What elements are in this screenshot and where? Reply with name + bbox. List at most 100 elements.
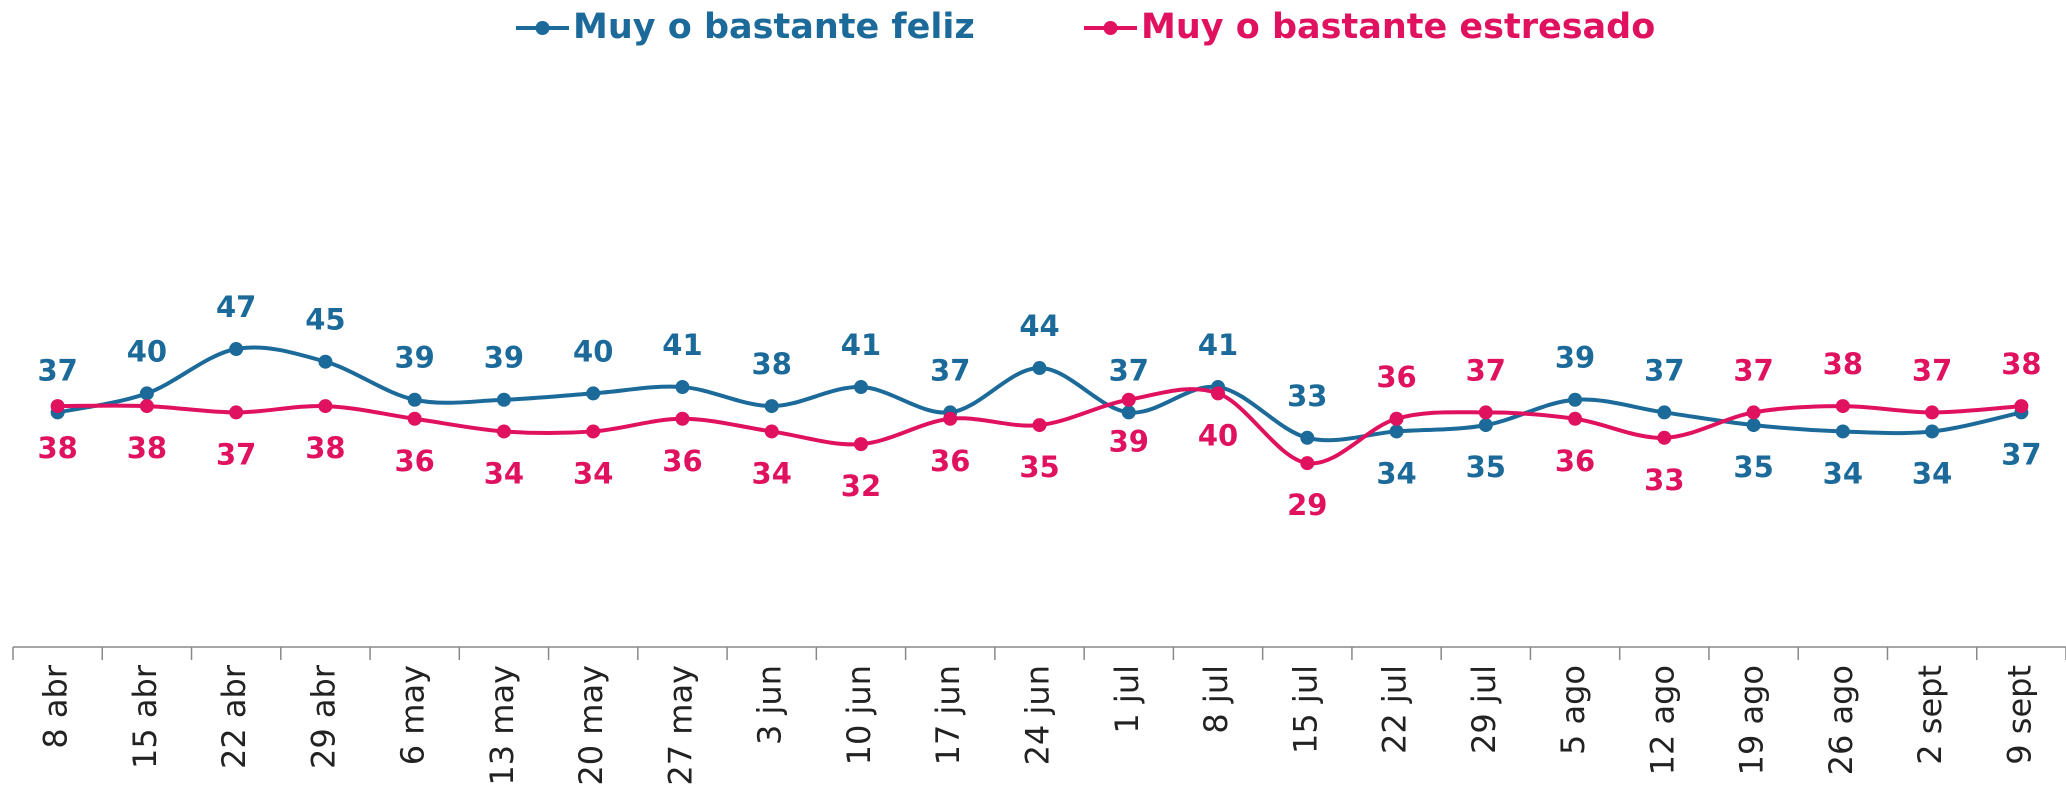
point	[1300, 456, 1315, 471]
point	[1032, 361, 1047, 376]
x-tick-label: 29 abr	[304, 664, 342, 769]
data-label: 34	[484, 456, 524, 490]
point	[1300, 430, 1315, 445]
data-label: 34	[1376, 456, 1416, 490]
point	[407, 392, 422, 407]
point	[1389, 411, 1404, 426]
point	[1568, 392, 1583, 407]
point	[229, 342, 244, 357]
data-label: 37	[1733, 353, 1773, 387]
x-tick-label: 22 jul	[1376, 665, 1414, 754]
point	[229, 405, 244, 420]
point	[1478, 405, 1493, 420]
x-tick-label: 26 ago	[1822, 665, 1860, 775]
point	[1121, 392, 1136, 407]
data-label: 36	[394, 444, 434, 478]
point	[2014, 399, 2029, 414]
x-tick-label: 17 jun	[929, 665, 967, 765]
data-label: 40	[127, 334, 167, 368]
data-label: 34	[573, 456, 613, 490]
point	[586, 386, 601, 401]
x-tick-label: 5 ago	[1554, 665, 1592, 755]
point	[586, 424, 601, 439]
point	[943, 411, 958, 426]
data-label: 37	[2001, 437, 2041, 471]
legend-label: Muy o bastante feliz	[573, 7, 975, 47]
data-label: 36	[930, 444, 970, 478]
data-label: 45	[305, 303, 345, 337]
data-label: 37	[216, 437, 256, 471]
data-label: 47	[216, 290, 256, 324]
x-tick-label: 9 sept	[2000, 665, 2038, 765]
data-label: 34	[1912, 456, 1952, 490]
data-label: 38	[752, 347, 792, 381]
data-label: 33	[1644, 463, 1684, 497]
point	[1835, 424, 1850, 439]
x-tick-label: 27 may	[661, 665, 699, 786]
point	[675, 411, 690, 426]
point	[139, 386, 154, 401]
data-label: 34	[1823, 456, 1863, 490]
point	[1746, 418, 1761, 433]
x-tick-label: 15 jul	[1286, 665, 1324, 754]
data-label: 37	[1644, 353, 1684, 387]
x-tick-label: 3 jun	[751, 665, 789, 745]
x-tick-label: 10 jun	[840, 665, 878, 765]
data-label: 29	[1287, 488, 1327, 522]
data-label: 37	[1109, 353, 1149, 387]
data-label: 41	[841, 328, 881, 362]
point	[675, 380, 690, 395]
point	[1835, 399, 1850, 414]
x-tick-label: 29 jul	[1465, 665, 1503, 754]
point	[764, 399, 779, 414]
point	[407, 411, 422, 426]
data-label: 32	[841, 469, 881, 503]
x-tick-label: 2 sept	[1911, 665, 1949, 765]
data-label: 39	[394, 341, 434, 375]
data-label: 38	[305, 431, 345, 465]
x-tick-label: 8 abr	[37, 664, 75, 748]
point	[1389, 424, 1404, 439]
data-label: 34	[752, 456, 792, 490]
point	[1032, 418, 1047, 433]
data-label: 38	[2001, 347, 2041, 381]
data-label: 35	[1466, 450, 1506, 484]
x-tick-label: 22 abr	[215, 664, 253, 769]
data-label: 35	[1733, 450, 1773, 484]
legend-marker	[1103, 21, 1118, 35]
x-tick-label: 13 may	[483, 665, 521, 786]
x-tick-label: 24 jun	[1019, 665, 1057, 765]
point	[139, 399, 154, 414]
point	[1657, 430, 1672, 445]
data-label: 38	[127, 431, 167, 465]
point	[1925, 424, 1940, 439]
data-label: 37	[1466, 353, 1506, 387]
x-tick-label: 15 abr	[126, 664, 164, 769]
data-label: 39	[484, 341, 524, 375]
data-label: 37	[930, 353, 970, 387]
x-tick-label: 19 ago	[1733, 665, 1771, 775]
data-label: 37	[1912, 353, 1952, 387]
data-label: 36	[1555, 444, 1595, 478]
point	[1746, 405, 1761, 420]
point	[1121, 405, 1136, 420]
x-tick-label: 20 may	[572, 665, 610, 786]
data-label: 36	[662, 444, 702, 478]
x-tick-label: 12 ago	[1643, 665, 1681, 775]
point	[1211, 386, 1226, 401]
point	[1568, 411, 1583, 426]
data-label: 40	[573, 334, 613, 368]
data-label: 38	[37, 431, 77, 465]
data-label: 36	[1376, 360, 1416, 394]
data-label: 41	[1198, 328, 1238, 362]
legend-marker	[535, 21, 550, 35]
data-label: 33	[1287, 379, 1327, 413]
point	[1478, 418, 1493, 433]
data-label: 44	[1019, 309, 1059, 343]
point	[853, 380, 868, 395]
point	[496, 392, 511, 407]
data-label: 39	[1109, 425, 1149, 459]
data-label: 40	[1198, 418, 1238, 452]
point	[318, 399, 333, 414]
